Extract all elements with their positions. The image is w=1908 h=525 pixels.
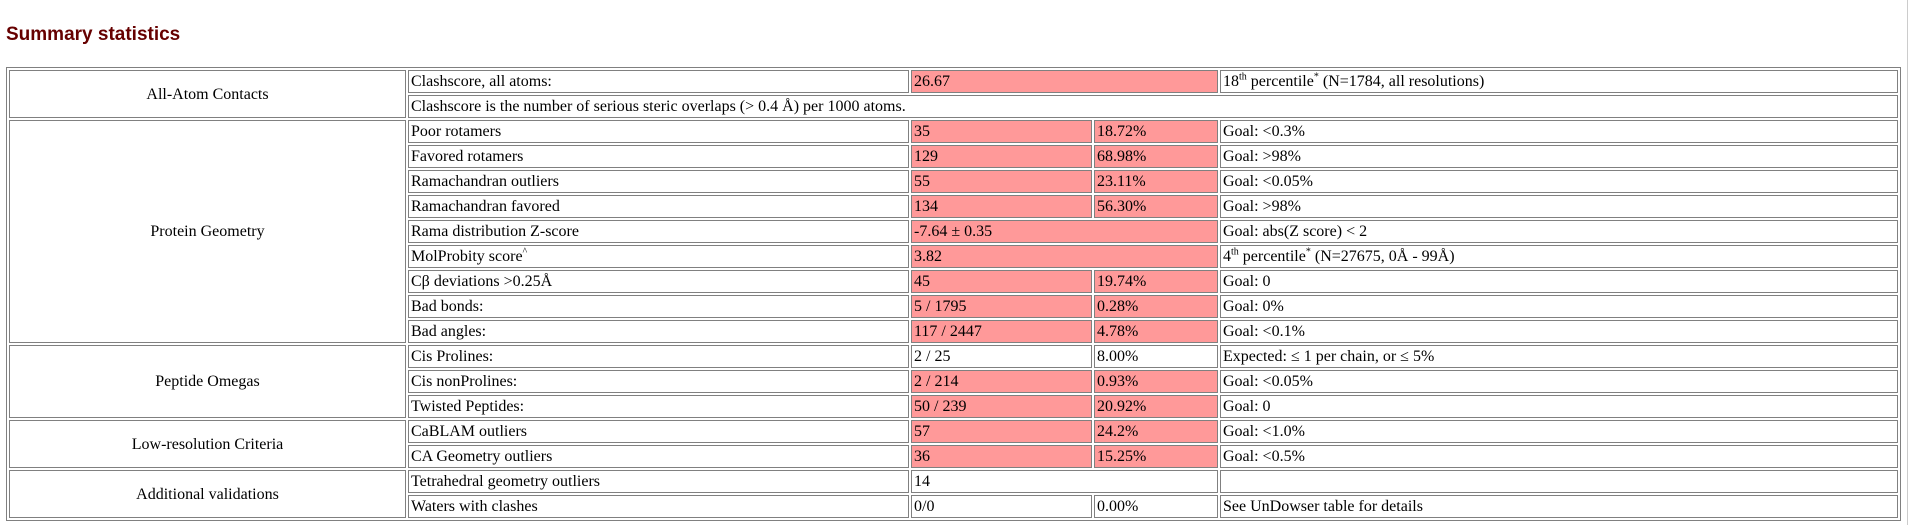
row-percent: 0.00% (1094, 495, 1218, 518)
row-goal: Goal: 0 (1220, 270, 1898, 293)
table-row: Bad angles: 117 / 2447 4.78% Goal: <0.1% (9, 320, 1898, 343)
table-row: Waters with clashes 0/0 0.00% See UnDows… (9, 495, 1898, 518)
summary-statistics-table: All-Atom Contacts Clashscore, all atoms:… (6, 67, 1901, 521)
row-percent: 23.11% (1094, 170, 1218, 193)
row-label: CaBLAM outliers (408, 420, 909, 443)
table-row: Cis nonProlines: 2 / 214 0.93% Goal: <0.… (9, 370, 1898, 393)
page-title: Summary statistics (6, 24, 181, 45)
row-value: 14 (911, 470, 1218, 493)
row-goal: Goal: <0.05% (1220, 170, 1898, 193)
row-percent: 8.00% (1094, 345, 1218, 368)
row-label: Bad bonds: (408, 295, 909, 318)
row-label: Rama distribution Z-score (408, 220, 909, 243)
table-row: All-Atom Contacts Clashscore, all atoms:… (9, 70, 1898, 118)
row-goal: Goal: <1.0% (1220, 420, 1898, 443)
row-label: Ramachandran favored (408, 195, 909, 218)
row-percent: 24.2% (1094, 420, 1218, 443)
row-count: 129 (911, 145, 1092, 168)
row-label: Waters with clashes (408, 495, 909, 518)
row-percent: 0.28% (1094, 295, 1218, 318)
row-goal: Goal: <0.05% (1220, 370, 1898, 393)
row-count: 50 / 239 (911, 395, 1092, 418)
row-goal: Goal: 0% (1220, 295, 1898, 318)
row-percent: 15.25% (1094, 445, 1218, 468)
row-label: Ramachandran outliers (408, 170, 909, 193)
row-label: Poor rotamers (408, 120, 909, 143)
row-percent: 19.74% (1094, 270, 1218, 293)
clashscore-value: 26.67 (911, 70, 1218, 93)
row-percent: 18.72% (1094, 120, 1218, 143)
group-additional-validations: Additional validations (9, 470, 406, 518)
clashscore-description: Clashscore is the number of serious ster… (408, 95, 1898, 118)
group-all-atom-contacts: All-Atom Contacts (9, 70, 406, 118)
row-goal: Goal: >98% (1220, 195, 1898, 218)
row-percent: 68.98% (1094, 145, 1218, 168)
row-count: 0/0 (911, 495, 1092, 518)
row-goal: Goal: 0 (1220, 395, 1898, 418)
table-row: Rama distribution Z-score -7.64 ± 0.35 G… (9, 220, 1898, 243)
row-percent: 20.92% (1094, 395, 1218, 418)
row-percent: 4.78% (1094, 320, 1218, 343)
row-value: -7.64 ± 0.35 (911, 220, 1218, 243)
table-row: Peptide Omegas Cis Prolines: 2 / 25 8.00… (9, 345, 1898, 418)
table-row: Favored rotamers 129 68.98% Goal: >98% (9, 145, 1898, 168)
row-goal (1220, 470, 1898, 493)
row-count: 117 / 2447 (911, 320, 1092, 343)
table-row: CA Geometry outliers 36 15.25% Goal: <0.… (9, 445, 1898, 468)
row-goal: Goal: <0.1% (1220, 320, 1898, 343)
row-label: Twisted Peptides: (408, 395, 909, 418)
row-count: 35 (911, 120, 1092, 143)
row-goal: Expected: ≤ 1 per chain, or ≤ 5% (1220, 345, 1898, 368)
table-row: Ramachandran outliers 55 23.11% Goal: <0… (9, 170, 1898, 193)
row-label: Cβ deviations >0.25Å (408, 270, 909, 293)
clashscore-label: Clashscore, all atoms: (408, 70, 909, 93)
molprobity-percentile: 4th percentile* (N=27675, 0Å - 99Å) (1220, 245, 1898, 268)
table-row: Low-resolution Criteria CaBLAM outliers … (9, 420, 1898, 468)
row-count: 2 / 25 (911, 345, 1092, 368)
row-label: Cis Prolines: (408, 345, 909, 368)
row-count: 134 (911, 195, 1092, 218)
row-count: 57 (911, 420, 1092, 443)
table-row: Cβ deviations >0.25Å 45 19.74% Goal: 0 (9, 270, 1898, 293)
group-protein-geometry: Protein Geometry (9, 120, 406, 343)
row-label: Tetrahedral geometry outliers (408, 470, 909, 493)
table-row: MolProbity score^ 3.82 4th percentile* (… (9, 245, 1898, 268)
group-peptide-omegas: Peptide Omegas (9, 345, 406, 418)
row-count: 36 (911, 445, 1092, 468)
table-row: Ramachandran favored 134 56.30% Goal: >9… (9, 195, 1898, 218)
table-row: Twisted Peptides: 50 / 239 20.92% Goal: … (9, 395, 1898, 418)
group-low-resolution-criteria: Low-resolution Criteria (9, 420, 406, 468)
row-goal: See UnDowser table for details (1220, 495, 1898, 518)
table-row: Protein Geometry Poor rotamers 35 18.72%… (9, 120, 1898, 343)
row-percent: 56.30% (1094, 195, 1218, 218)
row-value: 3.82 (911, 245, 1218, 268)
clashscore-percentile: 18th percentile* (N=1784, all resolution… (1220, 70, 1898, 93)
row-label: MolProbity score^ (408, 245, 909, 268)
row-goal: Goal: >98% (1220, 145, 1898, 168)
row-label: Favored rotamers (408, 145, 909, 168)
row-count: 55 (911, 170, 1092, 193)
row-count: 45 (911, 270, 1092, 293)
table-row: Bad bonds: 5 / 1795 0.28% Goal: 0% (9, 295, 1898, 318)
row-goal: Goal: <0.3% (1220, 120, 1898, 143)
table-row: Additional validations Tetrahedral geome… (9, 470, 1898, 518)
row-label: CA Geometry outliers (408, 445, 909, 468)
row-percent: 0.93% (1094, 370, 1218, 393)
row-goal: Goal: abs(Z score) < 2 (1220, 220, 1898, 243)
row-label: Cis nonProlines: (408, 370, 909, 393)
row-count: 5 / 1795 (911, 295, 1092, 318)
row-count: 2 / 214 (911, 370, 1092, 393)
row-label: Bad angles: (408, 320, 909, 343)
row-goal: Goal: <0.5% (1220, 445, 1898, 468)
table-row: Clashscore is the number of serious ster… (9, 95, 1898, 118)
